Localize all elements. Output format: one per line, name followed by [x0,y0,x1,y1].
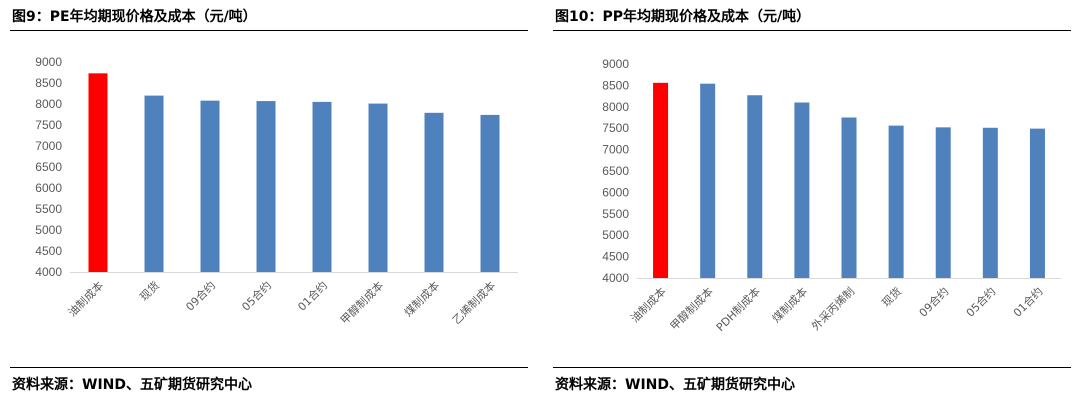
y-tick-label: 8500 [35,76,62,90]
x-category-label: 乙烯制成本 [449,278,498,327]
source-divider [553,367,1071,368]
title-divider [10,30,528,31]
x-category-label: 甲醇制成本 [667,284,716,333]
x-category-label: 01合约 [1010,284,1045,319]
bar [200,100,220,272]
bar [1029,128,1045,278]
chart-title: 图9：PE年均期现价格及成本（元/吨） [12,9,257,25]
y-tick-label: 4500 [35,244,62,258]
source-note: 资料来源：WIND、五矿期货研究中心 [555,377,795,393]
y-tick-label: 5000 [602,228,629,242]
x-category-label: 09合约 [916,284,951,319]
bar [841,117,857,278]
y-tick-label: 7500 [602,121,629,135]
y-tick-label: 7000 [602,143,629,157]
pe-bar-chart: 4000 4500 5000 5500 6000 6500 7000 7500 8000 8500… [35,55,518,327]
y-tick-label: 6000 [602,185,629,199]
left-chart-panel: 图9：PE年均期现价格及成本（元/吨） 4000 4500 5000 5500 6000… [10,0,528,400]
y-tick-label: 5500 [602,207,629,221]
x-category-label: 01合约 [295,278,330,313]
x-category-label: 煤制成本 [401,278,442,319]
bar [368,103,388,272]
y-tick-label: 6500 [35,160,62,174]
y-tick-label: 8500 [602,78,629,92]
bar [747,95,763,278]
y-tick-label: 4500 [602,250,629,264]
y-tick-label: 4000 [602,271,629,285]
x-category-label: 油制成本 [628,284,669,325]
right-chart-panel: 图10：PP年均期现价格及成本（元/吨） 4000 4500 5000 5500 600… [553,0,1071,400]
x-category-label: 05合约 [963,284,998,319]
x-category-label: 现货 [879,284,904,309]
y-tick-label: 7000 [35,139,62,153]
y-tick-label: 6000 [35,181,62,195]
x-category-label: 煤制成本 [769,284,810,325]
pp-bar-chart: 4000 4500 5000 5500 6000 6500 7000 7500 8000 8500… [602,57,1061,334]
source-note: 资料来源：WIND、五矿期货研究中心 [12,377,252,393]
bar [480,114,500,272]
x-category-label: 外采丙烯制 [809,285,857,333]
y-tick-label: 8000 [602,100,629,114]
bar [888,125,904,278]
bar [794,102,810,279]
x-category-label: 甲醇制成本 [337,278,386,327]
bar [935,127,951,279]
bar [700,83,716,278]
x-category-label: 油制成本 [65,278,106,319]
y-tick-label: 8000 [35,97,62,111]
bar [144,95,164,272]
y-tick-label: 9000 [35,55,62,69]
y-tick-label: 4000 [35,265,62,279]
bar [256,101,276,272]
bar [88,73,108,272]
y-tick-label: 5500 [35,202,62,216]
bar [312,101,332,273]
x-category-label: 09合约 [183,278,218,313]
x-category-label: PDH制成本 [713,284,763,334]
y-tick-label: 6500 [602,164,629,178]
chart-title: 图10：PP年均期现价格及成本（元/吨） [555,9,811,25]
y-tick-label: 9000 [602,57,629,71]
x-category-label: 05合约 [239,278,274,313]
bar [653,82,669,278]
bar [982,127,998,278]
x-category-label: 现货 [137,278,162,303]
source-divider [10,367,528,368]
y-tick-label: 7500 [35,118,62,132]
bar [424,112,444,272]
y-tick-label: 5000 [35,223,62,237]
title-divider [553,30,1071,31]
